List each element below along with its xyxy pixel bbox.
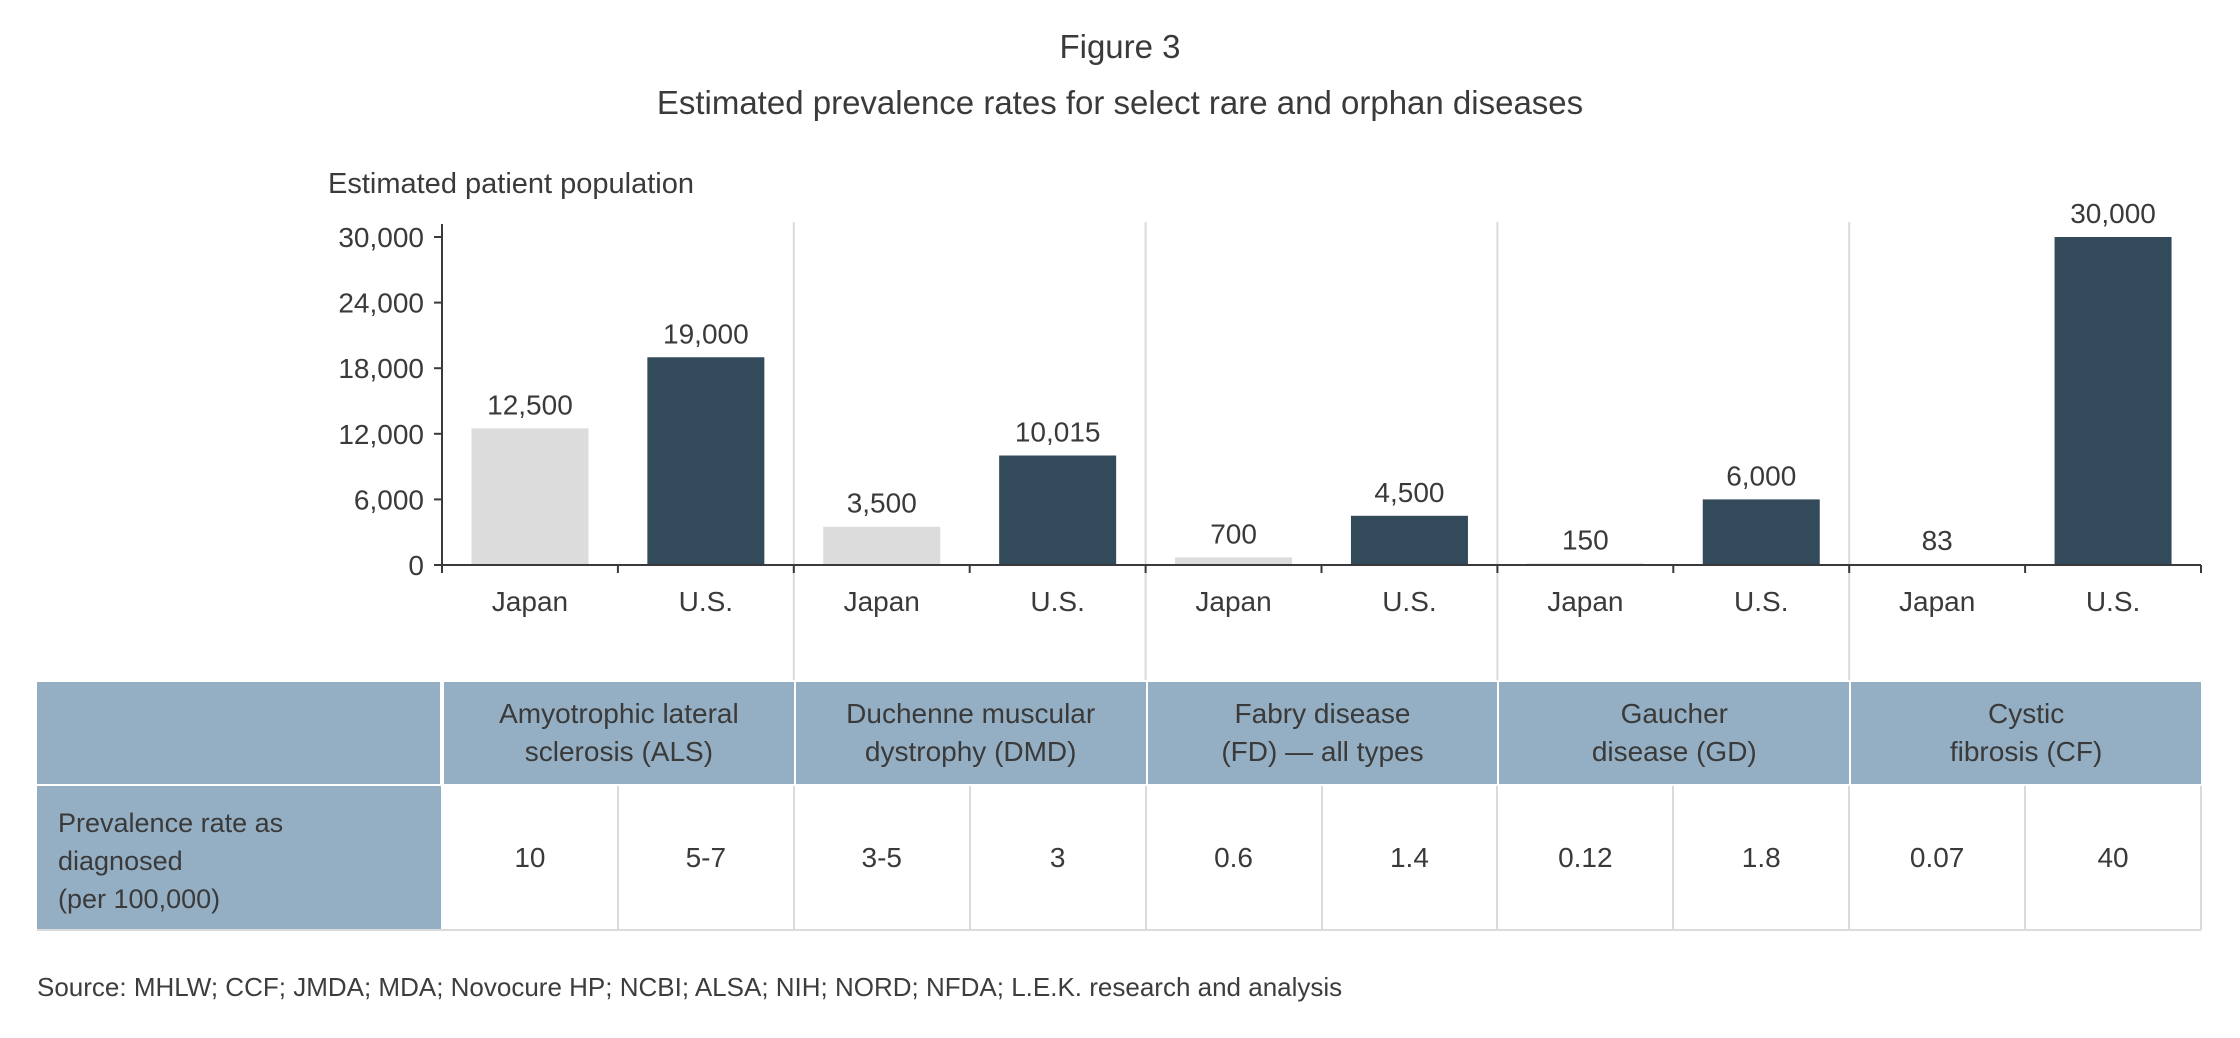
table-bottom-border bbox=[37, 929, 2201, 931]
bar-us bbox=[647, 357, 765, 565]
table-header-disease: Fabry disease (FD) — all types bbox=[1147, 682, 1498, 784]
y-tick-label: 0 bbox=[408, 550, 424, 581]
row-label: Prevalence rate as diagnosed (per 100,00… bbox=[37, 786, 441, 930]
y-tick-label: 24,000 bbox=[338, 288, 424, 319]
cell-divider bbox=[1672, 786, 1675, 930]
y-tick-label: 6,000 bbox=[354, 484, 424, 515]
bar-chart: Estimated patient population 0 6,000 12,000… bbox=[328, 168, 2202, 680]
cell-divider bbox=[792, 786, 795, 930]
bar-us bbox=[999, 455, 1117, 565]
data-label: 12,500 bbox=[487, 389, 573, 420]
x-tick-label: Japan bbox=[1547, 586, 1623, 617]
bar-japan bbox=[471, 428, 589, 565]
x-tick-label: Japan bbox=[1899, 586, 1975, 617]
data-label: 10,015 bbox=[1015, 417, 1101, 448]
table-cell: 1.8 bbox=[1741, 842, 1781, 873]
x-tick-label: Japan bbox=[1195, 586, 1271, 617]
x-tick-label: U.S. bbox=[679, 586, 733, 617]
x-tick-label: U.S. bbox=[1734, 586, 1788, 617]
table-cell: 40 bbox=[2097, 842, 2129, 873]
bar-us bbox=[1350, 515, 1468, 565]
table-cell: 5-7 bbox=[685, 842, 727, 873]
source-note: Source: MHLW; CCF; JMDA; MDA; Novocure H… bbox=[37, 972, 1343, 1002]
table-cell: 3-5 bbox=[861, 842, 902, 873]
table-header-disease: Cystic fibrosis (CF) bbox=[1851, 682, 2201, 784]
data-label: 3,500 bbox=[847, 488, 917, 519]
cell-divider bbox=[2024, 786, 2027, 930]
table-cell: 3 bbox=[1049, 842, 1066, 873]
x-tick-label: U.S. bbox=[2086, 586, 2140, 617]
data-label: 30,000 bbox=[2070, 198, 2156, 229]
table-cell: 0.6 bbox=[1214, 842, 1253, 873]
bar-us bbox=[1702, 499, 1820, 565]
cell-divider bbox=[1144, 786, 1147, 930]
cell-divider bbox=[1496, 786, 1499, 930]
cell-divider bbox=[616, 786, 619, 930]
bar-japan bbox=[823, 526, 941, 565]
table-cell: 0.12 bbox=[1558, 842, 1613, 873]
y-tick-label: 30,000 bbox=[338, 222, 424, 253]
data-label: 4,500 bbox=[1374, 477, 1444, 508]
table-cell: 0.07 bbox=[1909, 842, 1965, 873]
y-axis-label: Estimated patient population bbox=[328, 168, 694, 200]
table-header-disease: Duchenne muscular dystrophy (DMD) bbox=[795, 682, 1146, 784]
y-tick-label: 18,000 bbox=[338, 353, 424, 384]
cell-divider bbox=[2200, 786, 2202, 930]
x-tick-label: Japan bbox=[492, 586, 568, 617]
table-cell: 10 bbox=[514, 842, 546, 873]
x-tick-label: U.S. bbox=[1382, 586, 1436, 617]
data-label: 700 bbox=[1210, 518, 1257, 549]
data-label: 83 bbox=[1922, 525, 1953, 556]
data-label: 19,000 bbox=[663, 318, 749, 349]
chart-title: Estimated prevalence rates for select ra… bbox=[656, 84, 1584, 121]
table-cell: 1.4 bbox=[1389, 842, 1429, 873]
table-header-disease: Gaucher disease (GD) bbox=[1499, 682, 1850, 784]
figure-label: Figure 3 bbox=[1059, 28, 1181, 65]
data-label: 150 bbox=[1562, 524, 1609, 555]
y-tick-label: 12,000 bbox=[338, 419, 424, 450]
bar-us bbox=[2054, 237, 2172, 565]
x-tick-label: U.S. bbox=[1030, 586, 1084, 617]
table-header-blank bbox=[37, 682, 440, 784]
cell-divider bbox=[1320, 786, 1323, 930]
x-tick-label: Japan bbox=[844, 586, 920, 617]
cell-divider bbox=[1848, 786, 1851, 930]
table-header-disease: Amyotrophic lateral sclerosis (ALS) bbox=[444, 682, 794, 784]
data-label: 6,000 bbox=[1726, 460, 1796, 491]
cell-divider bbox=[968, 786, 971, 930]
bar-japan bbox=[1175, 557, 1293, 565]
